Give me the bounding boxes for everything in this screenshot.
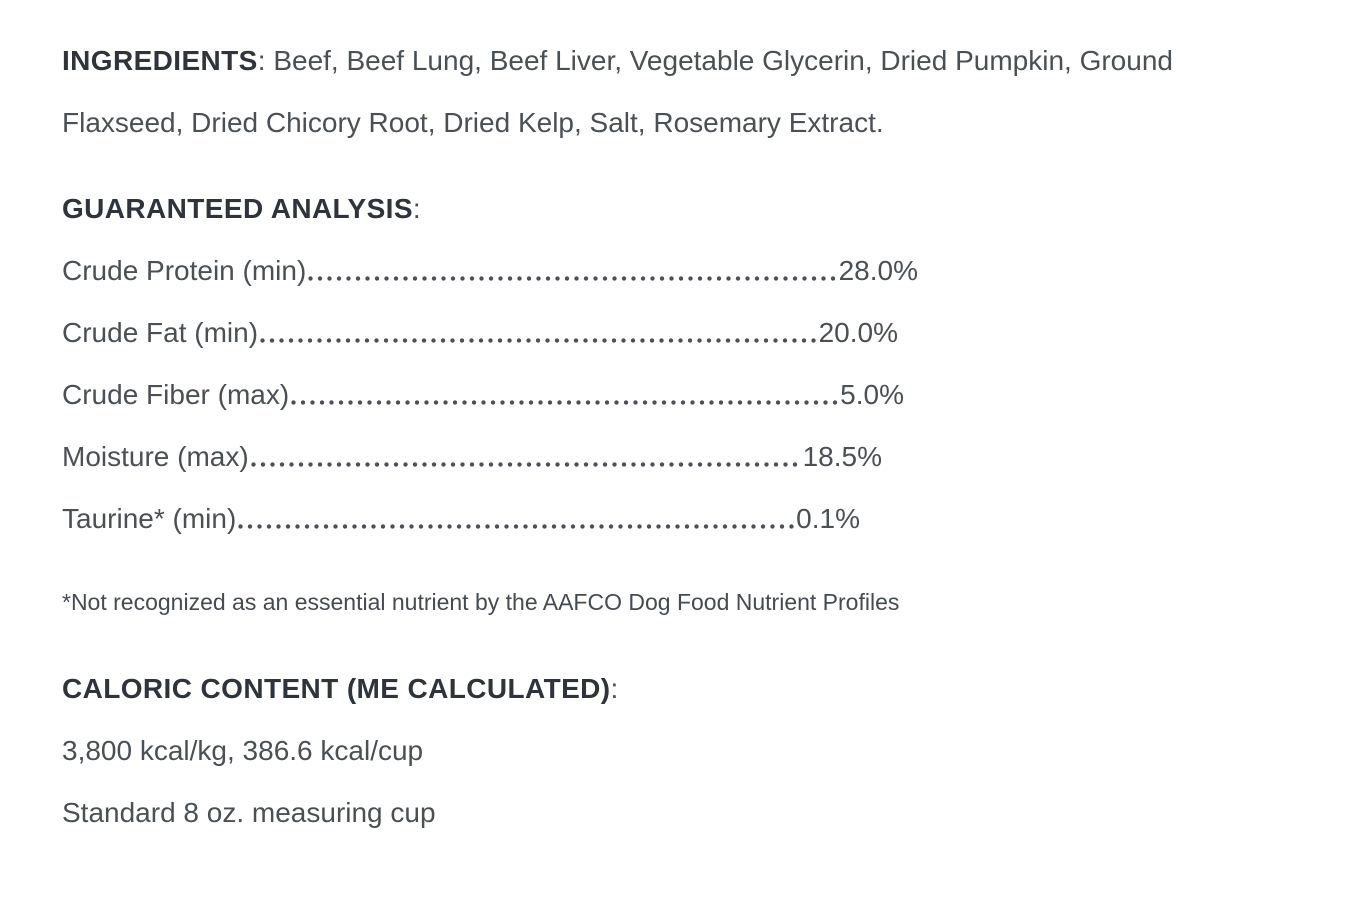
guaranteed-analysis-heading: GUARANTEED ANALYSIS: (62, 178, 1363, 240)
ga-row-value: 28.0% (838, 255, 918, 286)
ingredients-colon: : (257, 45, 266, 76)
guaranteed-analysis-label: GUARANTEED ANALYSIS (62, 193, 413, 224)
dotted-leader (291, 400, 840, 405)
dotted-leader (238, 524, 796, 529)
ga-row-value: 18.5% (802, 441, 882, 472)
ingredients-text-line1: Beef, Beef Lung, Beef Liver, Vegetable G… (265, 45, 1173, 76)
caloric-content-heading: CALORIC CONTENT (ME CALCULATED): (62, 658, 1363, 720)
aafco-footnote: *Not recognized as an essential nutrient… (62, 589, 900, 615)
caloric-kcal-line: 3,800 kcal/kg, 386.6 kcal/cup (62, 735, 424, 766)
dotted-leader (308, 276, 838, 281)
ingredients-text-line2: Flaxseed, Dried Chicory Root, Dried Kelp… (62, 107, 884, 138)
ga-row-label: Crude Fiber (max) (62, 379, 290, 410)
caloric-content-colon: : (610, 673, 619, 704)
ga-row-crude-protein: Crude Protein (min) 28.0% (62, 240, 918, 302)
caloric-measuring-cup-line: Standard 8 oz. measuring cup (62, 797, 436, 828)
ga-row-label: Crude Fat (min) (62, 317, 259, 348)
ga-row-value: 0.1% (796, 503, 860, 534)
guaranteed-analysis-colon: : (412, 193, 421, 224)
dotted-leader (260, 338, 818, 343)
ga-row-label: Crude Protein (min) (62, 255, 307, 286)
ga-row-value: 5.0% (840, 379, 904, 410)
caloric-content-label: CALORIC CONTENT (ME CALCULATED) (62, 673, 611, 704)
ingredients-paragraph: INGREDIENTS: Beef, Beef Lung, Beef Liver… (62, 30, 1363, 154)
ga-row-moisture: Moisture (max) 18.5% (62, 426, 882, 488)
dotted-leader (250, 462, 802, 467)
ga-row-crude-fat: Crude Fat (min) 20.0% (62, 302, 898, 364)
ingredients-label: INGREDIENTS (62, 45, 258, 76)
ga-row-label: Taurine* (min) (62, 503, 237, 534)
ga-row-label: Moisture (max) (62, 441, 249, 472)
ga-row-crude-fiber: Crude Fiber (max) 5.0% (62, 364, 904, 426)
ga-row-taurine: Taurine* (min) 0.1% (62, 488, 860, 550)
ga-row-value: 20.0% (818, 317, 898, 348)
